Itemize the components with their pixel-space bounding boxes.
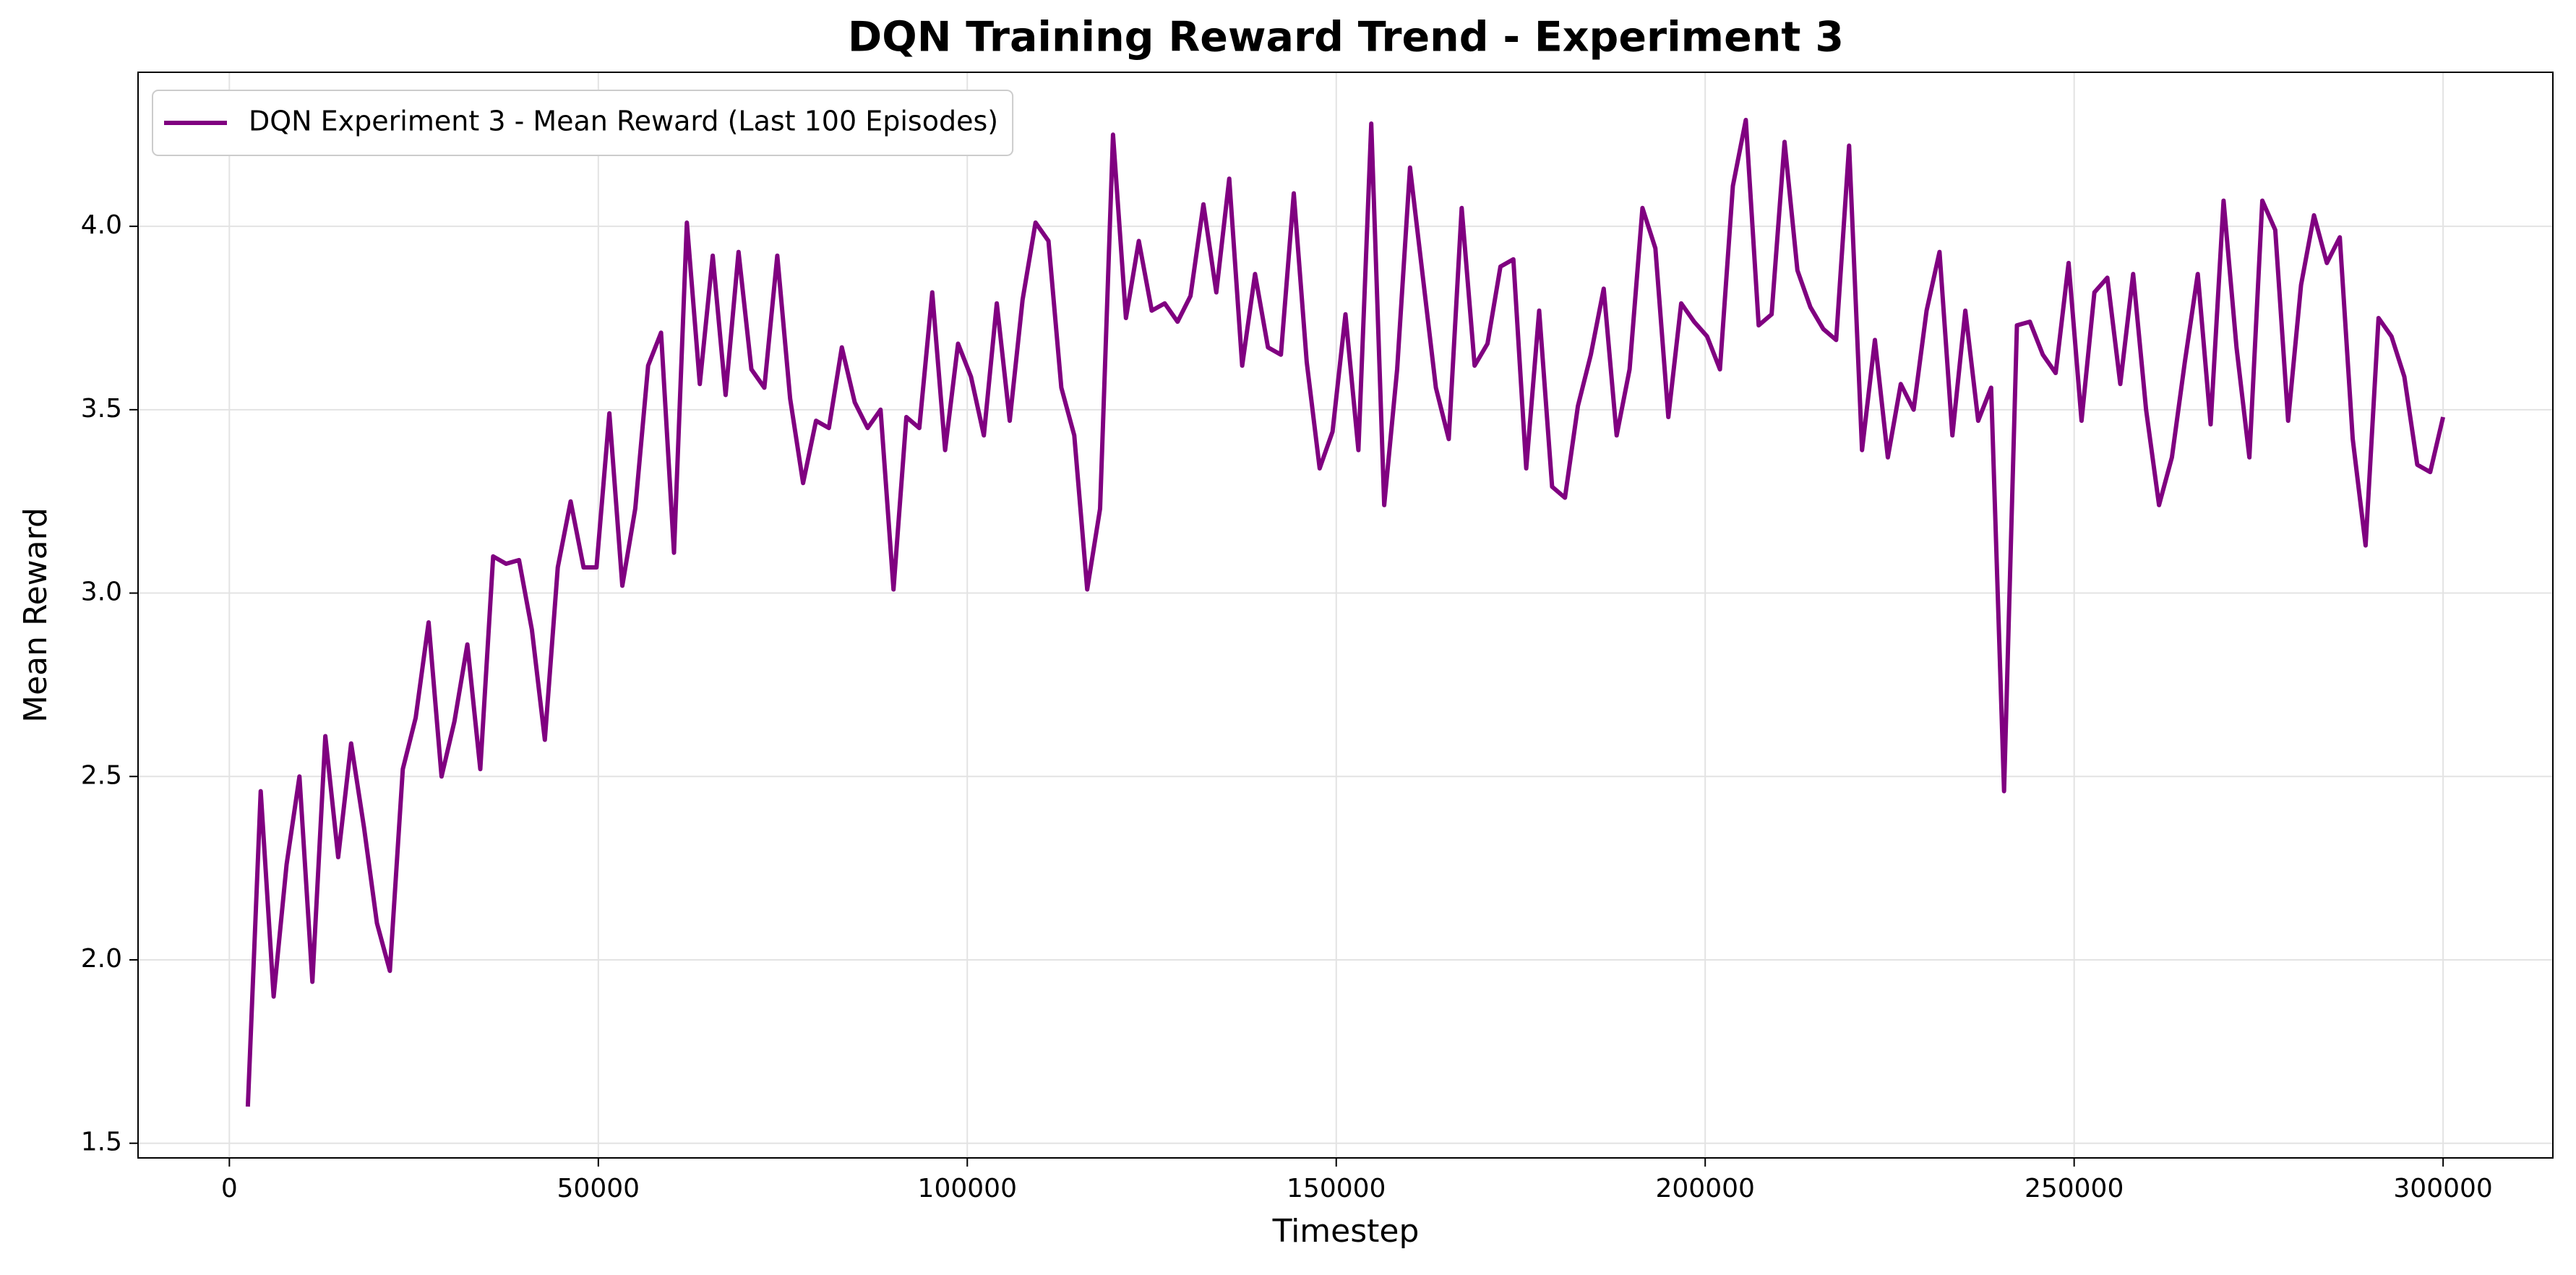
x-tick-label: 50000 bbox=[557, 1174, 640, 1203]
x-axis-label: Timestep bbox=[1272, 1213, 1420, 1250]
data-line bbox=[245, 118, 2446, 1107]
y-tick-label: 3.5 bbox=[81, 394, 122, 424]
y-tick-label: 1.5 bbox=[81, 1128, 122, 1157]
x-tick-label: 0 bbox=[221, 1174, 238, 1203]
x-tick-label: 300000 bbox=[2393, 1174, 2492, 1203]
x-tick-label: 150000 bbox=[1287, 1174, 1386, 1203]
x-tick-label: 100000 bbox=[918, 1174, 1017, 1203]
x-tick-label: 200000 bbox=[1655, 1174, 1754, 1203]
legend-label: DQN Experiment 3 - Mean Reward (Last 100… bbox=[249, 106, 998, 137]
y-axis-label: Mean Reward bbox=[17, 507, 54, 723]
plot-frame bbox=[137, 72, 2554, 1159]
x-tick-label: 250000 bbox=[2025, 1174, 2124, 1203]
y-tick-label: 4.0 bbox=[81, 210, 122, 240]
y-tick-label: 3.0 bbox=[81, 578, 122, 607]
y-tick-label: 2.5 bbox=[81, 760, 122, 790]
y-tick-label: 2.0 bbox=[81, 944, 122, 974]
chart-title: DQN Training Reward Trend - Experiment 3 bbox=[848, 14, 1844, 61]
legend-box bbox=[152, 90, 1014, 156]
